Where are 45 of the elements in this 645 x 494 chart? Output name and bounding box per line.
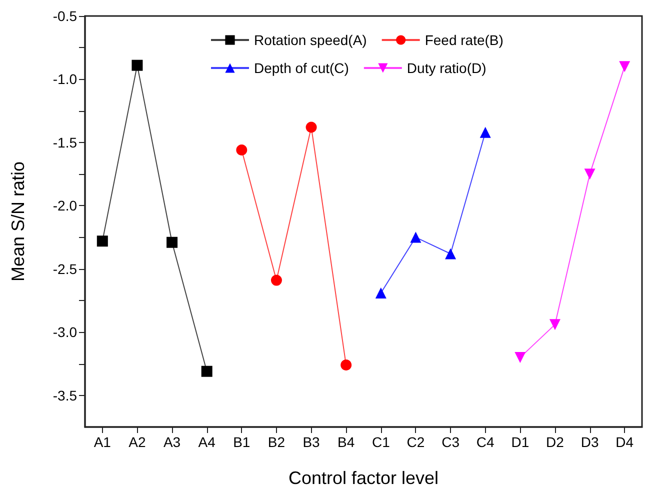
x-tick-label: A2 (128, 434, 146, 450)
y-tick-label: -0.5 (52, 8, 78, 24)
x-tick-label: B2 (268, 434, 286, 450)
point (132, 60, 143, 71)
x-tick-label: C3 (442, 434, 460, 450)
point (340, 360, 352, 371)
point (619, 61, 630, 72)
y-tick-label: -3.5 (52, 387, 78, 404)
x-tick-label: A3 (163, 434, 181, 450)
point (201, 366, 212, 377)
x-tick-label: D2 (546, 434, 564, 450)
y-tick-label: -1.5 (52, 134, 78, 150)
x-tick-label: B3 (302, 434, 320, 450)
y-tick-label: -2.5 (52, 260, 78, 277)
point (410, 232, 422, 243)
point (96, 236, 108, 247)
x-tick-label: B4 (338, 434, 355, 450)
y-tick-label: -2.0 (52, 198, 78, 214)
point (166, 236, 178, 248)
y-axis-title: Mean S/N ratio (8, 161, 28, 282)
x-tick-label: D3 (580, 434, 599, 450)
legend-label: Depth of cut(C) (254, 60, 349, 76)
x-tick-label: C1 (372, 434, 390, 450)
point (375, 287, 386, 298)
point (445, 248, 456, 260)
x-tick-label: C2 (406, 434, 425, 450)
point (270, 274, 282, 286)
x-tick-label: D4 (616, 434, 634, 450)
legend-label: Duty ratio(D) (406, 60, 486, 76)
point (480, 126, 491, 138)
point (514, 352, 526, 363)
y-tick-label: -3.0 (52, 324, 78, 340)
x-tick-label: A1 (94, 434, 112, 450)
x-tick-label: D1 (511, 434, 530, 450)
x-tick-label: C4 (476, 434, 494, 450)
point (549, 319, 560, 330)
point (306, 122, 317, 133)
x-tick-label: A4 (198, 434, 216, 450)
point (584, 168, 596, 180)
y-tick-label: -1.0 (52, 71, 78, 88)
x-tick-label: B1 (233, 434, 250, 450)
legend-label: Feed rate(B) (424, 32, 504, 48)
point (236, 144, 248, 156)
x-axis-title: Control factor level (288, 468, 439, 488)
legend-label: Rotation speed(A) (254, 32, 367, 48)
